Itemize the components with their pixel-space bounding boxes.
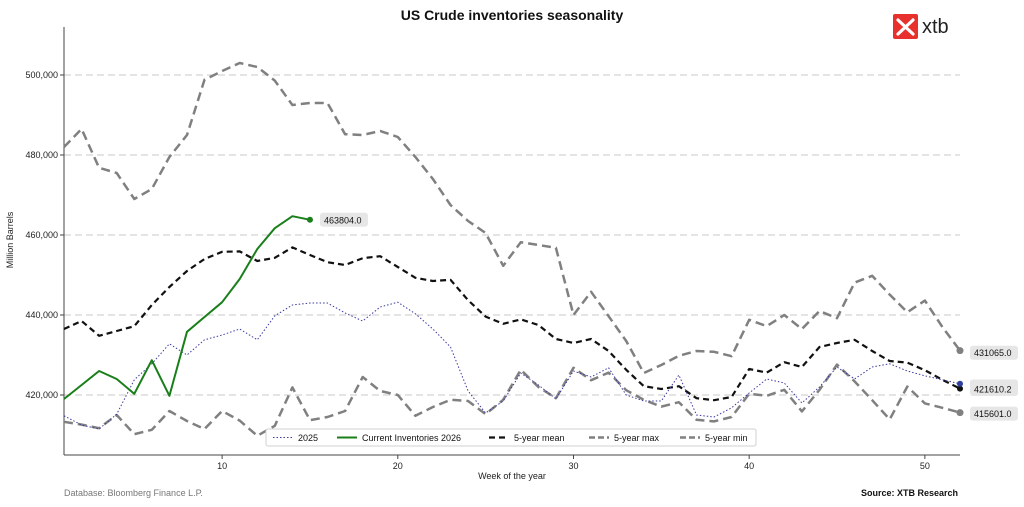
end-label-box-5-year-max xyxy=(970,345,1018,360)
y-tick-label: 440,000 xyxy=(25,310,58,320)
xtb-logo-text: xtb xyxy=(922,16,949,38)
end-marker-5-year-mean xyxy=(957,385,963,392)
series-line-5-year-min xyxy=(63,363,961,438)
legend-label-5-year-min: 5-year min xyxy=(705,433,748,443)
x-axis-ticks: 10 20 30 40 50 xyxy=(217,455,930,471)
end-label-5-year-mean: 421610.2 xyxy=(974,385,1012,395)
y-tick-label: 480,000 xyxy=(25,150,58,160)
legend: 2025 Current Inventories 2026 5-year mean 5… xyxy=(265,428,757,447)
x-mark-icon xyxy=(896,18,915,36)
legend-label-5-year-max: 5-year max xyxy=(614,433,660,443)
series-line-current-inventories-2026 xyxy=(63,215,311,400)
footer-database: Database: Bloomberg Finance L.P. xyxy=(64,488,203,498)
series-line-5-year-mean xyxy=(63,246,961,402)
series-line-5-year-max xyxy=(63,61,962,375)
footer-source: Source: XTB Research xyxy=(861,488,958,498)
y-tick-label: 420,000 xyxy=(25,390,58,400)
legend-box xyxy=(265,428,757,447)
x-tick-label: 10 xyxy=(217,461,227,471)
xtb-logo: xtb xyxy=(893,14,949,39)
end-label-current-inventories-2026: 463804.0 xyxy=(324,215,362,225)
end-label-box-5-year-mean xyxy=(970,382,1018,397)
y-tick-label: 460,000 xyxy=(25,230,58,240)
x-tick-label: 20 xyxy=(393,461,403,471)
legend-label-5-year-mean: 5-year mean xyxy=(514,433,565,443)
y-axis-ticks: 420,000 440,000 460,000 480,000 500,000 xyxy=(25,70,64,400)
end-marker-2025 xyxy=(957,380,963,387)
x-tick-label: 30 xyxy=(568,461,578,471)
series-lines xyxy=(63,61,964,438)
chart-title: US Crude inventories seasonality xyxy=(401,7,624,23)
x-tick-label: 40 xyxy=(744,461,754,471)
y-tick-label: 500,000 xyxy=(25,70,58,80)
series-line-2025 xyxy=(63,301,961,430)
end-label-box-5-year-min xyxy=(970,406,1018,421)
legend-label-current-inventories-2026: Current Inventories 2026 xyxy=(362,433,461,443)
end-marker-5-year-min xyxy=(956,409,964,417)
x-axis-label: Week of the year xyxy=(478,471,546,481)
end-label-5-year-max: 431065.0 xyxy=(974,348,1012,358)
end-label-5-year-min: 415601.0 xyxy=(974,409,1012,419)
end-label-box-current-inventories-2026 xyxy=(319,212,368,227)
x-tick-label: 50 xyxy=(920,461,930,471)
legend-label-2025: 2025 xyxy=(298,433,318,443)
y-axis-label: Million Barrels xyxy=(5,211,15,268)
end-marker-current-inventories-2026 xyxy=(306,216,313,223)
axes xyxy=(63,27,960,456)
end-marker-5-year-max xyxy=(956,347,964,355)
gridlines xyxy=(64,74,960,396)
